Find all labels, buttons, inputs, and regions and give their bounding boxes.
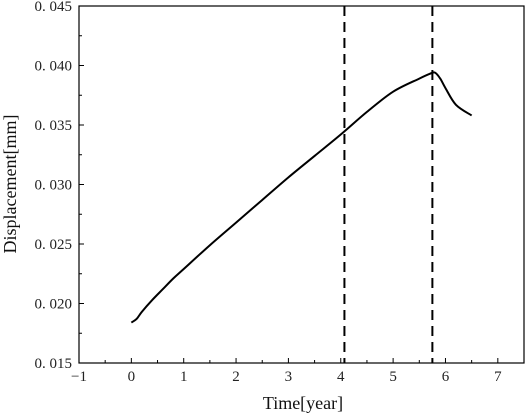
- x-tick-label: 4: [337, 369, 345, 385]
- x-tick-label: 2: [232, 369, 240, 385]
- y-tick-label: 0. 045: [35, 0, 73, 15]
- x-tick-label: 3: [285, 369, 293, 385]
- plot-frame: [78, 5, 525, 364]
- x-axis-title: Time[year]: [263, 393, 343, 413]
- y-axis-title: Displacement[mm]: [0, 115, 20, 254]
- data-series: [130, 71, 473, 324]
- y-tick-label: 0. 025: [35, 237, 73, 253]
- x-axis-ticks: −1 0 1 2 3 4 5 6 7: [71, 358, 502, 385]
- x-tick-label: 1: [180, 369, 188, 385]
- y-axis-ticks: 0. 015 0. 020 0. 025 0. 030 0. 035 0. 040 0. 0…: [35, 0, 84, 372]
- x-tick-label: −1: [71, 369, 87, 385]
- y-tick-label: 0. 020: [35, 297, 73, 313]
- y-tick-label: 0. 030: [35, 178, 73, 194]
- x-tick-label: 0: [128, 369, 136, 385]
- reference-lines: [343, 6, 434, 363]
- y-tick-label: 0. 035: [35, 118, 73, 134]
- x-tick-label: 7: [494, 369, 502, 385]
- y-tick-label: 0. 015: [35, 356, 73, 372]
- series-line: [130, 71, 473, 324]
- x-tick-label: 6: [442, 369, 450, 385]
- y-tick-label: 0. 040: [35, 59, 73, 75]
- x-tick-label: 5: [389, 369, 397, 385]
